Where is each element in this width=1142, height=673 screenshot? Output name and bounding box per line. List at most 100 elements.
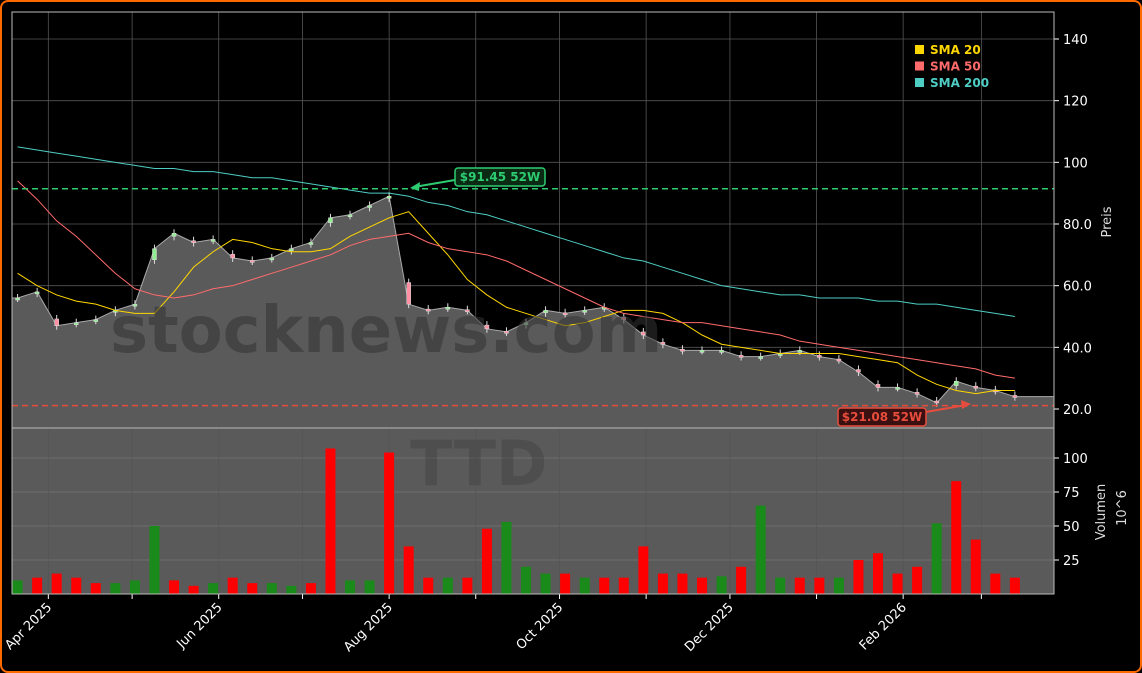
candle: [191, 240, 196, 243]
volume-tick-label: 75: [1063, 486, 1080, 501]
volume-bar: [775, 577, 786, 594]
legend-swatch: [915, 78, 924, 87]
volume-tick-label: 100: [1063, 452, 1088, 467]
candle: [74, 322, 79, 325]
candle: [621, 316, 627, 320]
volume-bar: [814, 577, 825, 594]
volume-bar: [481, 528, 492, 594]
high-arrow: [413, 179, 456, 188]
candle: [249, 260, 255, 263]
price-tick-label: 60.0: [1063, 280, 1092, 295]
volume-bar: [912, 566, 923, 594]
price-tick-label: 100: [1063, 156, 1088, 171]
candle: [856, 369, 861, 373]
candle: [1012, 395, 1018, 398]
volume-bar: [599, 577, 610, 594]
candle: [543, 310, 548, 314]
candle: [836, 358, 842, 362]
low-label: $21.08 52W: [842, 410, 922, 424]
annotations: $91.45 52W $21.08 52W: [410, 167, 971, 427]
candle: [641, 331, 646, 336]
candle: [758, 356, 763, 359]
plot-border: [11, 11, 1055, 595]
time-tick-label: Jun 2025: [174, 600, 226, 652]
sma-line-0: [17, 211, 1015, 395]
high-arrow-head: [410, 182, 420, 191]
volume-axis-label: Volumen: [1094, 484, 1109, 541]
volume-bar: [51, 573, 62, 594]
high-label-box: [454, 167, 546, 187]
volume-bar: [697, 577, 708, 594]
candle: [367, 205, 372, 208]
candle: [719, 350, 724, 353]
candle: [484, 324, 490, 330]
price-tick-label: 20.0: [1063, 403, 1092, 418]
volume-bar: [638, 546, 649, 594]
time-tick-label: Feb 2026: [857, 600, 910, 653]
candle: [953, 381, 959, 386]
ticker-watermark: TTD: [410, 427, 547, 500]
candle: [171, 233, 177, 237]
volume-bar: [247, 583, 258, 594]
sma-line-1: [17, 180, 1015, 379]
price-tick-label: 80.0: [1063, 218, 1092, 233]
volume-bar: [345, 580, 356, 594]
price-tick-label: 120: [1063, 95, 1088, 110]
volume-bar: [32, 577, 43, 594]
volume-bar: [188, 585, 199, 594]
volume-bar: [716, 576, 727, 594]
time-tick-label: Apr 2025: [2, 600, 55, 653]
watermark: stocknews.com: [110, 294, 662, 368]
candle: [660, 342, 666, 345]
legend-label: SMA 200: [930, 76, 989, 90]
volume-tick-label: 25: [1063, 554, 1080, 569]
volume-bar: [305, 583, 316, 594]
price-tick-label: 40.0: [1063, 341, 1092, 356]
volume-bar: [129, 580, 140, 594]
candle: [386, 196, 392, 199]
candle: [328, 217, 333, 224]
volume-bar: [442, 577, 453, 594]
volume-bar: [794, 577, 805, 594]
volume-bar: [423, 577, 434, 594]
candle: [445, 307, 451, 310]
legend-swatch: [915, 61, 924, 71]
volume-bar: [892, 573, 903, 594]
candle: [34, 291, 40, 295]
volume-bar: [12, 580, 23, 594]
volume-unit-label: 10^6: [1115, 490, 1130, 526]
volume-bar: [71, 577, 82, 594]
price-panel: [11, 146, 1055, 429]
volume-bar: [970, 539, 981, 594]
candle: [582, 310, 587, 313]
volume-bar: [873, 553, 884, 594]
candle: [875, 384, 881, 388]
candle: [132, 303, 138, 307]
time-tick-label: Aug 2025: [341, 600, 396, 655]
volume-bar: [951, 481, 962, 594]
volume-bar: [110, 583, 121, 594]
candle: [817, 355, 822, 358]
volume-bar: [227, 577, 238, 594]
candle: [504, 331, 509, 334]
candle: [738, 355, 744, 358]
volume-bar: [149, 526, 160, 594]
volume-bar: [384, 452, 395, 594]
volume-bar: [266, 583, 277, 594]
low-label-box: [837, 407, 927, 427]
volume-bar: [736, 566, 747, 594]
volume-bar: [501, 521, 512, 594]
candle: [895, 387, 900, 390]
price-axis-label: Preis: [1100, 206, 1115, 237]
price-tick-label: 140: [1063, 33, 1088, 48]
candle: [406, 282, 411, 305]
volume-bar: [540, 573, 551, 594]
high-label: $91.45 52W: [460, 170, 540, 184]
volume-bar: [364, 580, 375, 594]
volume-bar: [560, 573, 571, 594]
candle: [308, 242, 314, 245]
candle: [230, 253, 235, 259]
candle: [93, 319, 99, 322]
volume-bar: [657, 573, 668, 594]
